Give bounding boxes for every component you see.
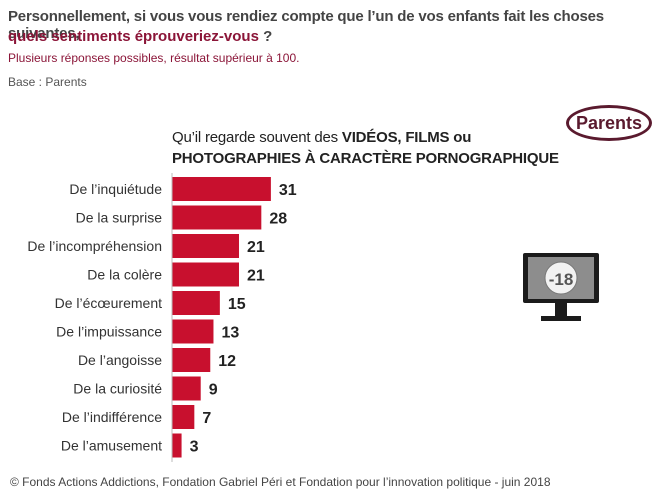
value-label: 12 <box>218 353 236 370</box>
value-label: 21 <box>247 239 265 256</box>
question-highlight: quels sentiments éprouveriez-vous <box>8 28 259 45</box>
bar <box>172 205 262 230</box>
monitor-icon: -18 <box>523 253 599 321</box>
base-label: Base : Parents <box>8 75 87 89</box>
bar <box>172 262 239 287</box>
footer-source: © Fonds Actions Addictions, Fondation Ga… <box>10 475 551 489</box>
multiple-answers-note: Plusieurs réponses possibles, résultat s… <box>8 51 300 65</box>
category-label: De l’écœurement <box>55 295 162 311</box>
parents-badge: Parents <box>566 105 652 141</box>
bar <box>172 348 211 372</box>
category-label: De la surprise <box>76 210 163 226</box>
chart-title: Qu’il regarde souvent des VIDÉOS, FILMS … <box>172 127 559 169</box>
question-line-1: Personnellement, si vous vous rendiez co… <box>8 8 604 42</box>
bar <box>172 376 201 401</box>
category-label: De la curiosité <box>73 381 162 397</box>
question-line-2: quels sentiments éprouveriez-vous ? <box>8 28 272 45</box>
value-label: 3 <box>190 439 199 456</box>
category-label: De l’indifférence <box>62 409 162 425</box>
value-label: 21 <box>247 268 265 285</box>
value-label: 15 <box>228 296 246 313</box>
bar <box>172 319 214 344</box>
value-label: 9 <box>209 382 218 399</box>
category-label: De l’impuissance <box>56 324 162 340</box>
bar <box>172 291 220 315</box>
category-label: De la colère <box>87 267 162 283</box>
value-label: 31 <box>279 182 297 199</box>
chart-title-part1: Qu’il regarde souvent des <box>172 129 342 146</box>
bar <box>172 177 271 201</box>
category-label: De l’angoisse <box>78 352 162 368</box>
category-label: De l’inquiétude <box>69 181 162 197</box>
age-restriction-label: -18 <box>549 270 574 289</box>
question-tail: ? <box>258 28 273 45</box>
bar <box>172 405 195 429</box>
category-label: De l’amusement <box>61 438 162 454</box>
value-label: 28 <box>269 211 287 228</box>
value-label: 13 <box>221 325 239 342</box>
value-label: 7 <box>202 410 211 427</box>
bar <box>172 234 239 258</box>
chart-title-part2: PHOTOGRAPHIES À CARACTÈRE PORNOGRAPHIQUE <box>172 150 559 167</box>
category-label: De l’incompréhension <box>27 238 162 254</box>
chart-title-part1-bold: VIDÉOS, FILMS ou <box>341 129 472 146</box>
bar <box>172 433 182 458</box>
